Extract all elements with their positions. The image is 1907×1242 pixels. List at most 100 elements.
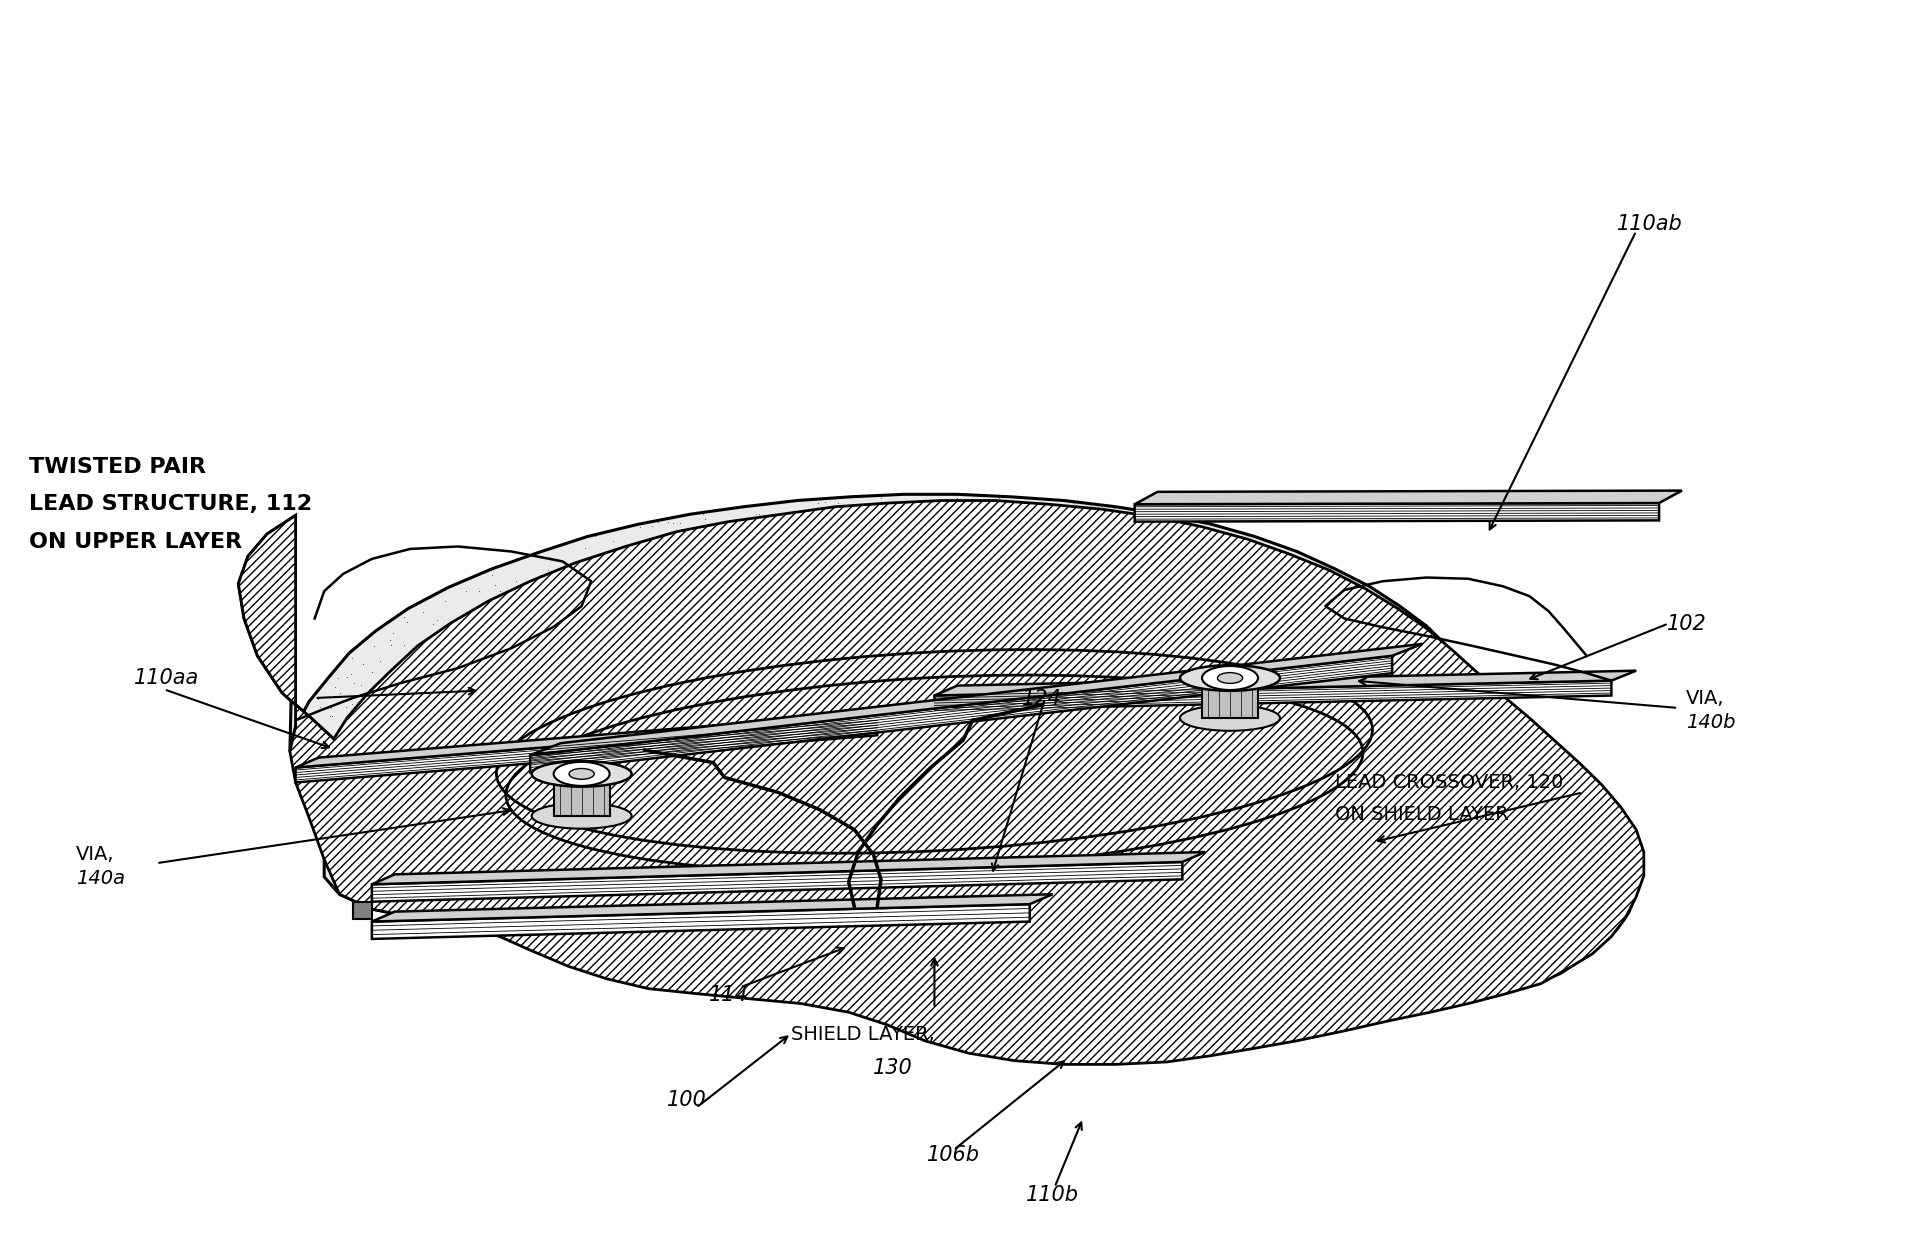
- Point: [1211, 647, 1241, 667]
- Point: [1396, 651, 1426, 671]
- Point: [555, 683, 585, 703]
- Point: [1236, 760, 1266, 780]
- Point: [862, 595, 892, 615]
- Point: [851, 663, 881, 683]
- Point: [995, 1006, 1026, 1026]
- Point: [799, 616, 830, 636]
- Point: [631, 934, 662, 954]
- Point: [973, 963, 1003, 982]
- Point: [709, 553, 740, 573]
- Point: [1116, 932, 1146, 951]
- Point: [1217, 733, 1247, 753]
- Point: [889, 532, 919, 551]
- Point: [933, 945, 963, 965]
- Point: [1062, 619, 1093, 638]
- Point: [685, 574, 715, 594]
- Point: [1159, 622, 1190, 642]
- Point: [536, 609, 566, 628]
- Point: [576, 843, 606, 863]
- Point: [429, 580, 460, 600]
- Point: [711, 817, 742, 837]
- Point: [748, 966, 778, 986]
- Point: [1093, 681, 1123, 700]
- Point: [1158, 812, 1188, 832]
- Point: [954, 987, 984, 1007]
- Point: [349, 861, 379, 881]
- Point: [1081, 912, 1112, 932]
- Point: [1179, 662, 1209, 682]
- Point: [1104, 974, 1135, 994]
- Point: [1041, 616, 1072, 636]
- Point: [1121, 543, 1152, 563]
- Point: [912, 945, 942, 965]
- Point: [948, 693, 978, 713]
- Point: [269, 674, 299, 694]
- Point: [439, 713, 469, 733]
- Point: [1426, 709, 1457, 729]
- Point: [1001, 897, 1032, 917]
- Point: [1373, 1006, 1404, 1026]
- Point: [688, 504, 719, 524]
- Point: [580, 525, 610, 545]
- Point: [709, 751, 740, 771]
- Point: [900, 764, 931, 784]
- Point: [892, 782, 923, 802]
- Point: [847, 889, 877, 909]
- Point: [1131, 1036, 1161, 1056]
- Point: [1413, 754, 1444, 774]
- Point: [1337, 569, 1367, 589]
- Point: [734, 559, 765, 579]
- Point: [776, 505, 807, 525]
- Point: [1247, 628, 1278, 648]
- Point: [376, 669, 406, 689]
- Point: [376, 791, 406, 811]
- Point: [730, 623, 761, 643]
- Point: [913, 614, 944, 633]
- Point: [864, 908, 894, 928]
- Point: [770, 760, 801, 780]
- Point: [1261, 619, 1291, 638]
- Point: [803, 866, 833, 886]
- Point: [810, 766, 841, 786]
- Point: [1302, 748, 1333, 768]
- Point: [963, 677, 994, 697]
- Point: [275, 650, 305, 669]
- Point: [742, 602, 772, 622]
- Point: [473, 614, 503, 633]
- Point: [927, 744, 957, 764]
- Polygon shape: [1135, 503, 1659, 522]
- Point: [1129, 816, 1159, 836]
- Point: [814, 529, 845, 549]
- Point: [513, 775, 543, 795]
- Point: [1344, 968, 1375, 987]
- Point: [803, 493, 833, 513]
- Point: [1024, 953, 1055, 972]
- Point: [816, 681, 847, 700]
- Point: [1188, 832, 1219, 852]
- Point: [1077, 912, 1108, 932]
- Point: [1058, 493, 1089, 513]
- Point: [694, 656, 725, 676]
- Point: [1074, 974, 1104, 994]
- Point: [1058, 801, 1089, 821]
- Point: [343, 874, 374, 894]
- Point: [999, 873, 1030, 893]
- Point: [862, 508, 892, 528]
- Point: [1590, 913, 1621, 933]
- Point: [866, 827, 896, 847]
- Point: [948, 753, 978, 773]
- Point: [974, 804, 1005, 823]
- Point: [969, 673, 999, 693]
- Point: [1251, 935, 1282, 955]
- Point: [1066, 969, 1097, 989]
- Point: [1341, 946, 1371, 966]
- Point: [1016, 953, 1047, 972]
- Point: [1325, 949, 1356, 969]
- Point: [1346, 897, 1377, 917]
- Point: [667, 761, 698, 781]
- Point: [1474, 718, 1505, 738]
- Point: [759, 723, 789, 743]
- Point: [1295, 730, 1325, 750]
- Point: [1018, 661, 1049, 681]
- Point: [1047, 1007, 1077, 1027]
